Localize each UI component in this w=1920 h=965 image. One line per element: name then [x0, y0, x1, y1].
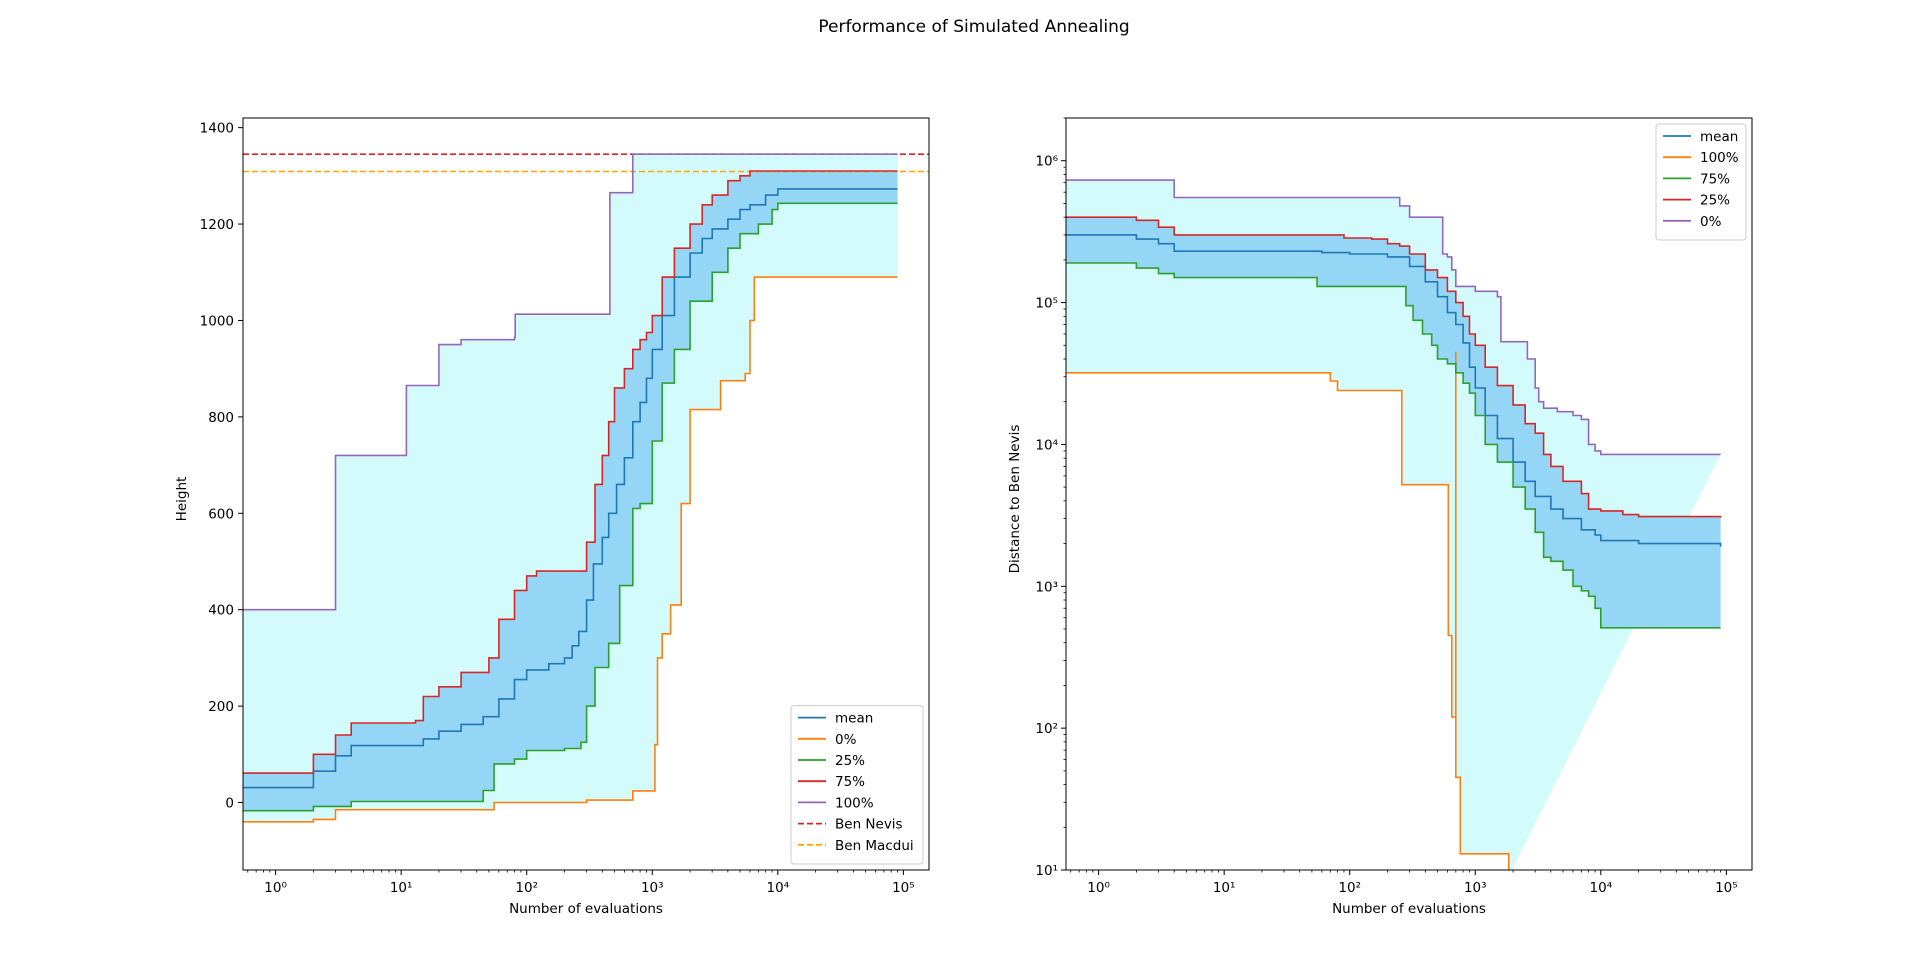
x-tick-label: 10⁴: [767, 880, 790, 896]
legend-label-mean: mean: [1700, 129, 1738, 145]
y-tick-label: 1400: [200, 121, 234, 137]
distance-y-axis-label: Distance to Ben Nevis: [1007, 425, 1023, 574]
series-line-mean: [243, 188, 898, 789]
y-tick-label: 1000: [200, 313, 234, 329]
legend-label-25pct: 25%: [835, 753, 865, 769]
distance-y-ticks: 10¹ 10² 10³ 10⁴ 10⁵ 10⁶: [1035, 117, 1066, 879]
band-75pct-to-25pct: [1066, 217, 1721, 628]
y-tick-label: 10⁶: [1035, 154, 1058, 170]
x-tick-label: 10⁰: [1087, 880, 1110, 896]
band-100pct-to-0pct: [1066, 180, 1721, 870]
height-legend: mean 0% 25% 75% 100% Ben Nevis Ben Macdui: [790, 705, 924, 865]
x-tick-label: 10³: [1464, 880, 1487, 896]
y-tick-label: 1200: [200, 217, 234, 233]
legend-label-0pct: 0%: [1700, 214, 1722, 230]
x-tick-label: 10¹: [390, 880, 413, 896]
series-line-25pct: [1066, 216, 1722, 518]
distance-axes-frame: [1065, 117, 1753, 871]
y-tick-label: 10⁴: [1035, 437, 1058, 453]
series-line-0pct: [243, 276, 898, 823]
legend-label-25pct: 25%: [1700, 193, 1730, 209]
y-tick-label: 800: [208, 410, 234, 426]
series-line-100pct: [1066, 351, 1510, 870]
x-tick-label: 10¹: [1213, 880, 1236, 896]
height-y-axis-label: Height: [174, 477, 190, 522]
y-tick-label: 200: [208, 699, 234, 715]
height-x-ticks: 10⁰ 10¹ 10² 10³ 10⁴ 10⁵: [247, 870, 915, 896]
series-line-100pct: [243, 153, 898, 611]
height-panel: 10⁰ 10¹ 10² 10³ 10⁴ 10⁵ 0 200 400 600 800 1000 1200…: [174, 117, 930, 917]
band-0pct-to-100pct: [243, 154, 898, 822]
legend-box: [1655, 123, 1747, 241]
band-25pct-to-75pct: [243, 171, 898, 811]
series-line-mean: [1066, 234, 1722, 547]
x-tick-label: 10⁰: [264, 880, 287, 896]
legend-label-100pct: 100%: [835, 795, 874, 811]
x-tick-label: 10⁵: [1715, 880, 1738, 896]
legend-label-ben-nevis: Ben Nevis: [835, 817, 903, 833]
x-tick-label: 10³: [641, 880, 664, 896]
legend-label-75pct: 75%: [1700, 171, 1730, 187]
figure-title: Performance of Simulated Annealing: [818, 17, 1129, 37]
height-series: [243, 153, 898, 823]
series-line-0pct: [1066, 179, 1721, 456]
y-tick-label: 400: [208, 603, 234, 619]
height-bands: [243, 154, 898, 822]
series-line-75pct: [243, 170, 898, 774]
y-tick-label: 0: [225, 796, 234, 812]
y-tick-label: 10¹: [1035, 863, 1058, 879]
distance-panel: 10⁰ 10¹ 10² 10³ 10⁴ 10⁵ 10¹ 10² 10³ 10⁴ 10⁵ 10⁶ Nu…: [1007, 117, 1753, 917]
height-y-ticks: 0 200 400 600 800 1000 1200 1400: [200, 121, 243, 812]
series-line-25pct: [243, 202, 898, 812]
distance-bands: [1066, 180, 1721, 870]
distance-legend: mean 100% 75% 25% 0%: [1655, 123, 1747, 241]
legend-label-mean: mean: [835, 711, 873, 727]
legend-label-75pct: 75%: [835, 774, 865, 790]
x-tick-label: 10²: [1338, 880, 1361, 896]
height-axes-frame: [242, 117, 930, 871]
legend-box: [790, 705, 924, 865]
distance-x-axis-label: Number of evaluations: [1332, 901, 1486, 917]
legend-label-ben-macdui: Ben Macdui: [835, 838, 914, 854]
y-tick-label: 10⁵: [1035, 296, 1058, 312]
height-x-axis-label: Number of evaluations: [509, 901, 663, 917]
x-tick-label: 10⁵: [892, 880, 915, 896]
x-tick-label: 10⁴: [1590, 880, 1613, 896]
legend-label-0pct: 0%: [835, 732, 857, 748]
distance-series: [1066, 179, 1722, 870]
y-tick-label: 600: [208, 506, 234, 522]
series-line-75pct: [1066, 262, 1721, 629]
legend-label-100pct: 100%: [1700, 150, 1739, 166]
distance-x-ticks: 10⁰ 10¹ 10² 10³ 10⁴ 10⁵: [1070, 870, 1738, 896]
y-tick-label: 10²: [1035, 721, 1058, 737]
x-tick-label: 10²: [515, 880, 538, 896]
y-tick-label: 10³: [1035, 579, 1058, 595]
